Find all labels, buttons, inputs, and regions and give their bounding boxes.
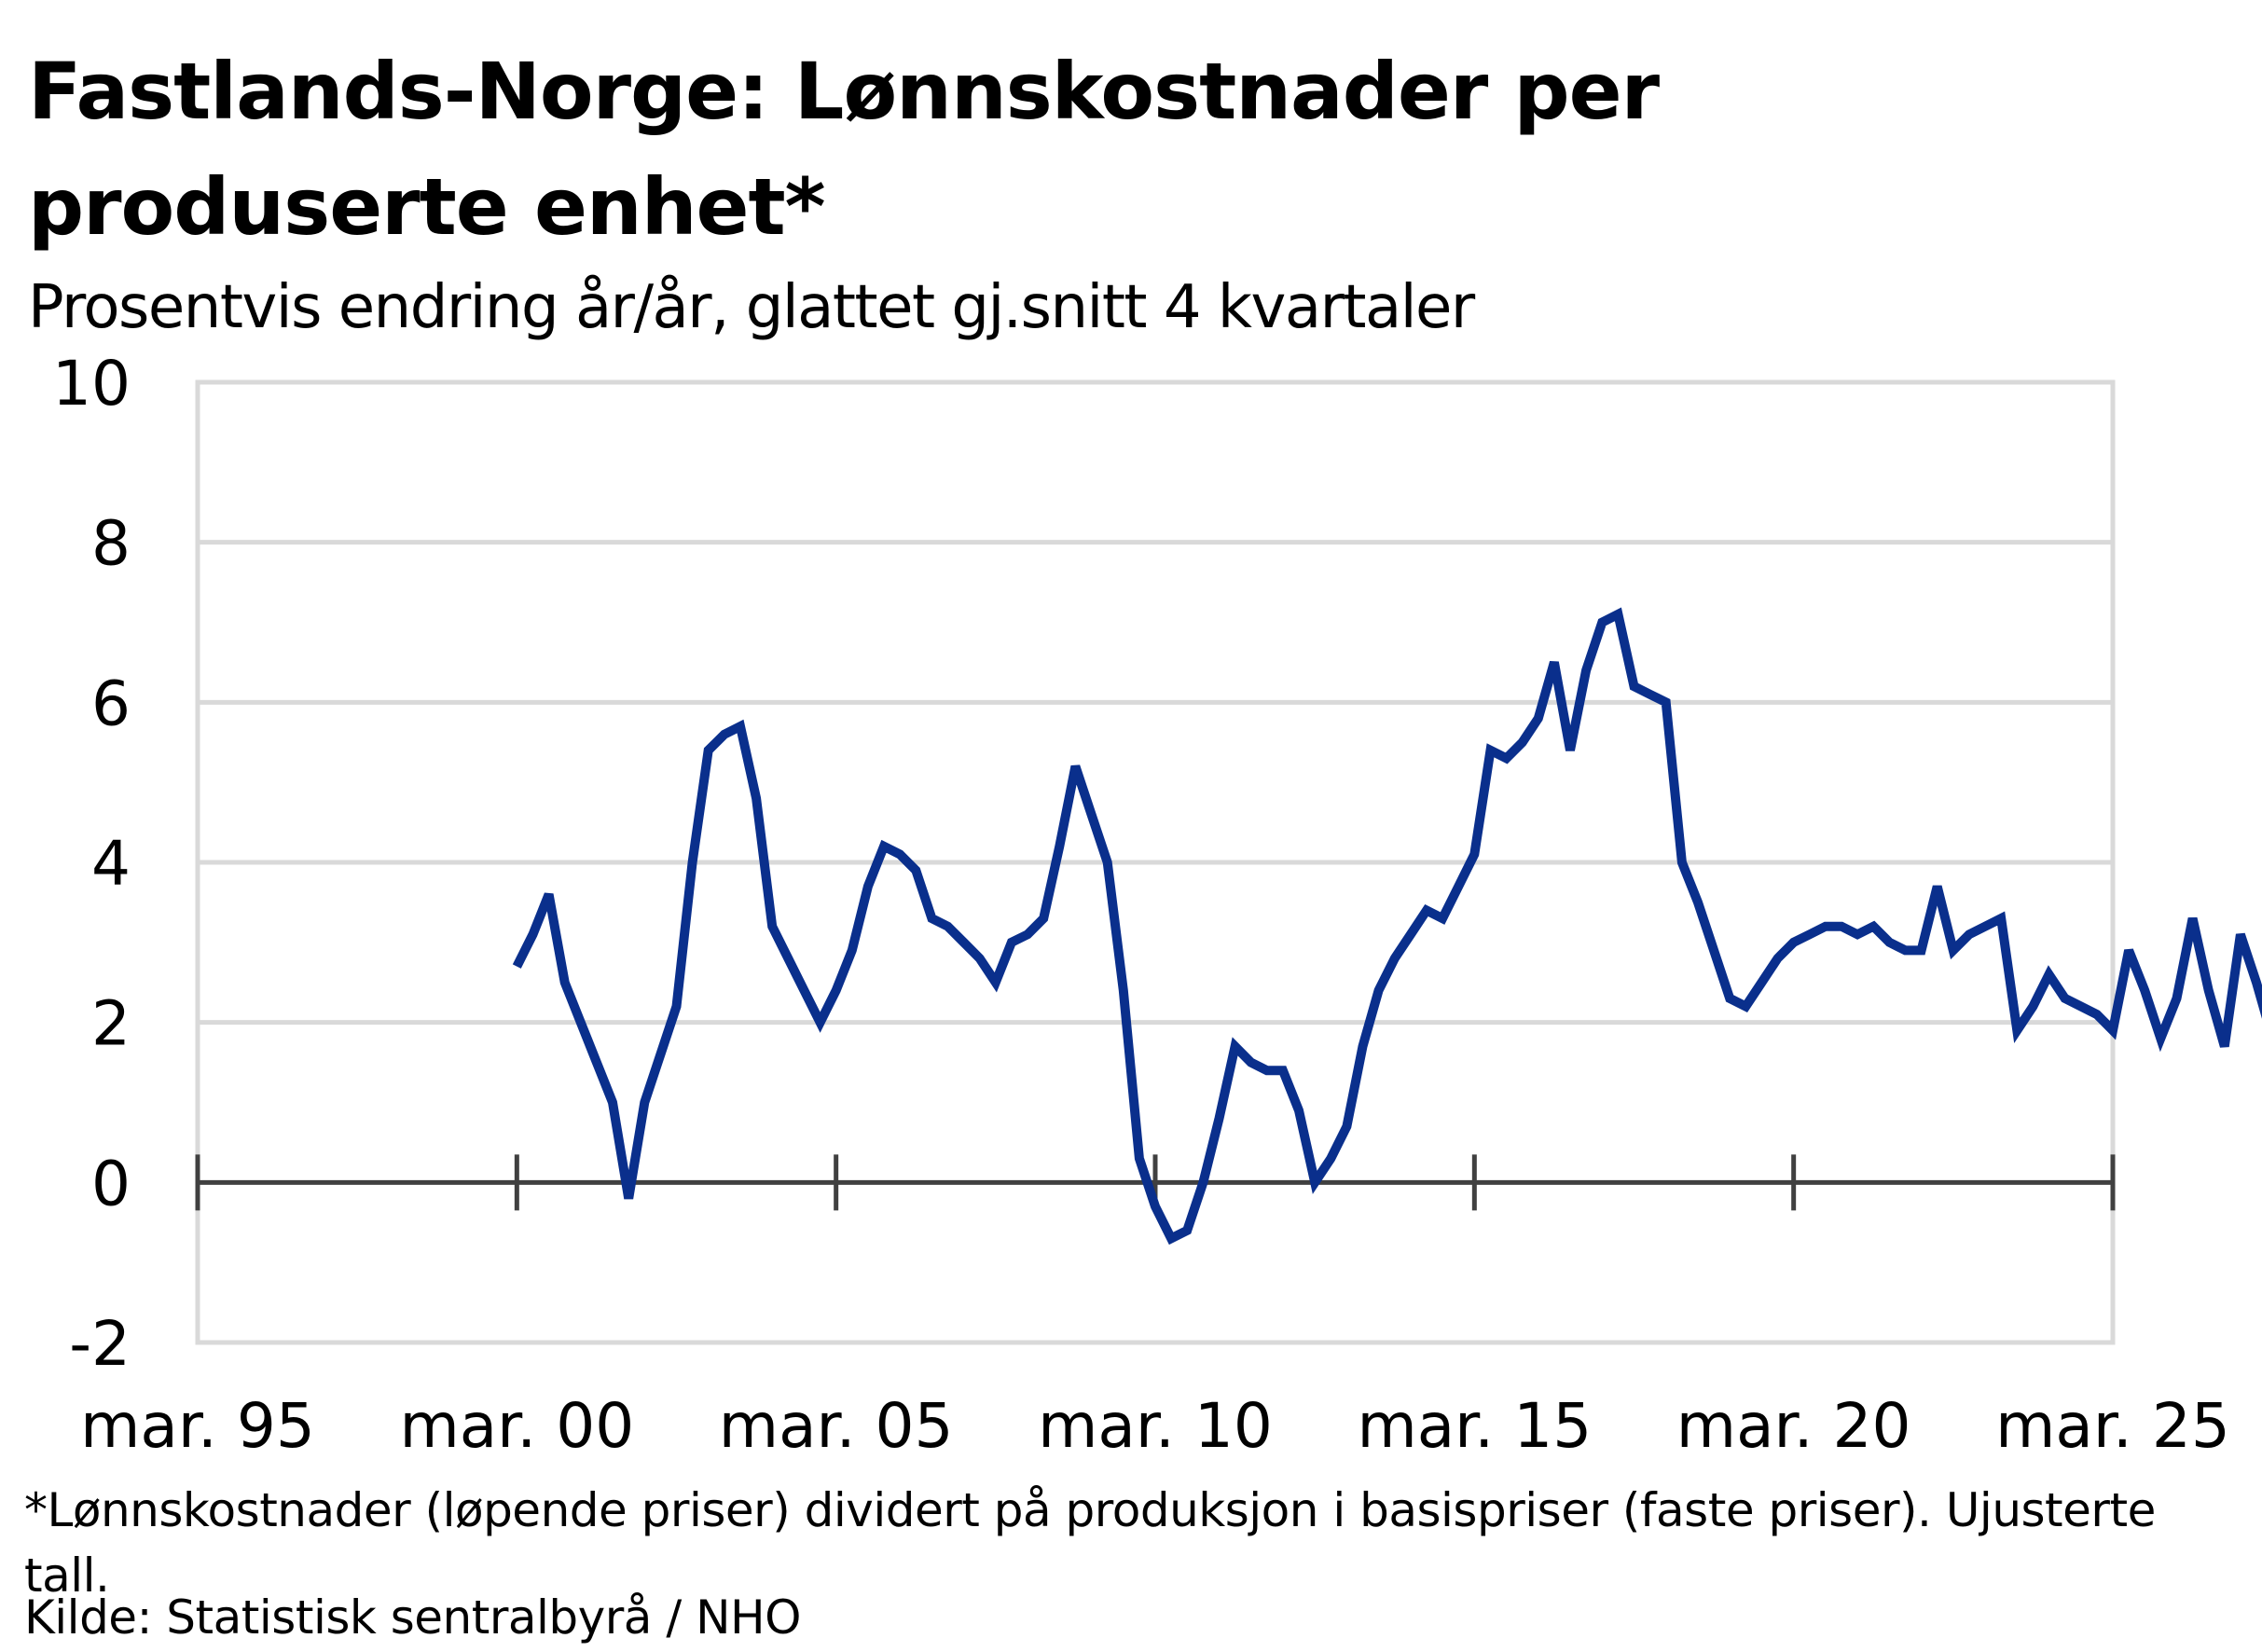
y-axis-labels: 10 8 6 4 2 0 -2: [52, 348, 131, 1380]
x-tick-label: mar. 10: [1038, 1390, 1273, 1462]
x-tick-label: mar. 15: [1357, 1390, 1592, 1462]
source-note: Kilde: Statistisk sentralbyrå / NHO: [24, 1590, 801, 1645]
y-tick-label: 2: [91, 988, 131, 1060]
x-tick-label: mar. 25: [1995, 1390, 2230, 1462]
y-tick-label: 8: [91, 508, 131, 580]
y-tick-label: 10: [52, 348, 131, 420]
chart-title: Fastlands-Norge: Lønnskostnader per prod…: [28, 46, 1660, 253]
y-tick-label: 6: [91, 668, 131, 739]
y-tick-label: 4: [91, 828, 131, 900]
y-tick-label: -2: [69, 1308, 131, 1380]
series-line: [512, 607, 2262, 1246]
x-axis: [195, 1154, 2116, 1211]
x-tick-label: mar. 20: [1676, 1390, 1911, 1462]
grid-lines: [195, 379, 2116, 1345]
y-tick-label: 0: [91, 1148, 131, 1219]
footnote: *Lønnskostnader (løpende priser) divider…: [24, 1483, 2156, 1603]
x-tick-label: mar. 00: [399, 1390, 634, 1462]
x-axis-labels: mar. 95 mar. 00 mar. 05 mar. 10 mar. 15 mar. …: [80, 1390, 2230, 1462]
chart-subtitle: Prosentvis endring år/år, glattet gj.sni…: [28, 273, 1475, 342]
series-lines: [512, 607, 2262, 1246]
x-tick-label: mar. 05: [719, 1390, 954, 1462]
x-tick-label: mar. 95: [80, 1390, 315, 1462]
